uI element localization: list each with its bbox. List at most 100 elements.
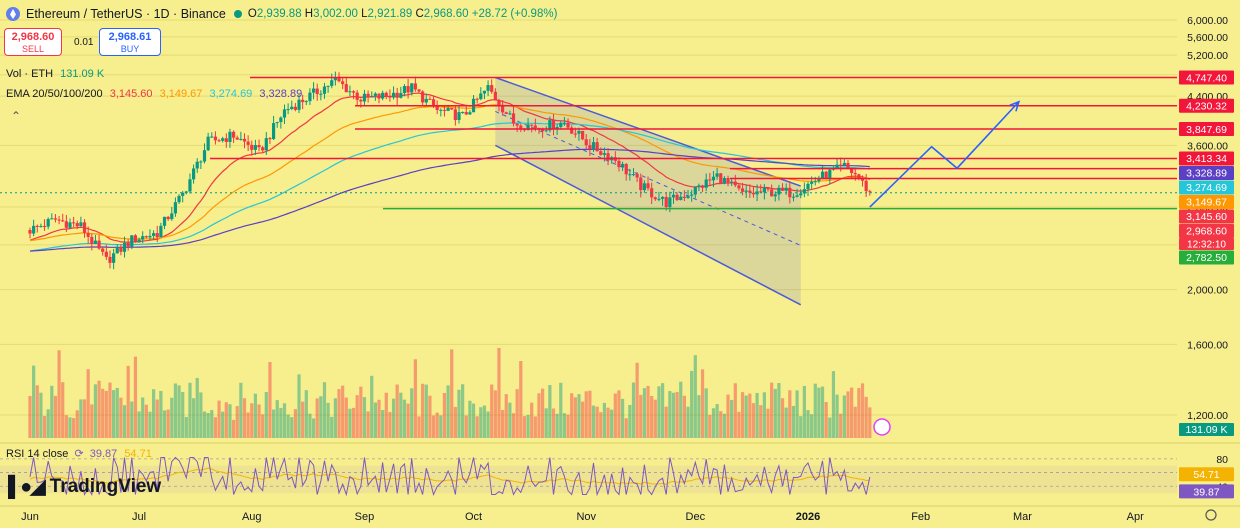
candle-body <box>708 179 712 181</box>
candle-body <box>330 80 334 86</box>
candle-body <box>213 136 218 141</box>
volume-bar <box>373 402 377 438</box>
candle-body <box>450 107 454 110</box>
ema-legend[interactable]: EMA 20/50/100/200 3,145.60 3,149.67 3,27… <box>6 88 303 100</box>
volume-badge-text: 131.09 K <box>1185 424 1227 436</box>
candle-body <box>580 130 585 140</box>
candle-body <box>442 109 447 111</box>
candle-body <box>210 136 214 138</box>
volume-bar <box>301 401 305 438</box>
candle-body <box>730 181 734 183</box>
candle-body <box>268 138 272 140</box>
volume-bar <box>304 390 308 438</box>
volume-bar <box>119 397 123 438</box>
candle-body <box>559 122 563 128</box>
volume-bar <box>170 397 174 438</box>
price-tick-label: 2,000.00 <box>1187 285 1228 297</box>
candle-body <box>439 109 443 111</box>
rsi-ma-line <box>29 467 870 485</box>
volume-bar <box>799 416 803 438</box>
volume-bar <box>468 400 472 438</box>
price-label-text: 4,747.40 <box>1186 72 1227 84</box>
volume-bar <box>515 389 519 438</box>
candle-body <box>144 236 148 238</box>
volume-bar <box>242 398 247 438</box>
time-tick-label: Nov <box>576 511 596 523</box>
price-label-badge <box>1179 209 1234 224</box>
volume-bar <box>722 413 726 438</box>
volume-bar <box>595 406 599 438</box>
candle-body <box>242 138 247 142</box>
price-tick-label: 1,200.00 <box>1187 410 1228 422</box>
volume-bar <box>628 404 632 438</box>
buy-button[interactable]: 2,968.61 BUY <box>99 28 161 56</box>
candle-body <box>511 113 516 124</box>
candle-body <box>501 106 505 113</box>
volume-bar <box>333 398 337 438</box>
volume-bar <box>395 384 399 438</box>
candle-body <box>835 164 839 169</box>
candle-body <box>61 220 65 222</box>
candle-body <box>631 174 636 176</box>
tradingview-logo[interactable]: ▌●◢ TradingView <box>8 474 161 499</box>
volume-bar <box>428 395 432 438</box>
volume-bar <box>639 394 643 438</box>
volume-bar <box>359 386 363 438</box>
rsi-pane <box>0 442 1240 497</box>
volume-bar <box>860 383 865 438</box>
candle-body <box>366 93 370 97</box>
candle-body <box>112 253 116 263</box>
candle-body <box>228 131 232 142</box>
symbol-title[interactable]: Ethereum / TetherUS · 1D · Binance <box>26 7 226 21</box>
volume-bar <box>53 395 58 438</box>
candle-body <box>733 181 737 186</box>
candle-body <box>297 99 301 110</box>
volume-bar <box>46 409 50 438</box>
price-label-text: 2,968.60 <box>1186 226 1227 238</box>
candle-body <box>675 194 679 201</box>
volume-bar <box>191 398 196 438</box>
time-axis[interactable]: Jun Jul Aug Sep Oct Nov Dec 2026 Feb Mar Apr <box>0 418 1240 523</box>
candle-body <box>566 122 570 128</box>
sell-button[interactable]: 2,968.60 SELL <box>4 28 62 56</box>
volume-legend[interactable]: Vol · ETH 131.09 K <box>6 68 105 80</box>
volume-bar <box>104 390 108 438</box>
candle-body <box>697 185 701 187</box>
candle-body <box>562 122 567 124</box>
volume-bar <box>86 369 90 438</box>
candle-body <box>57 219 61 221</box>
volume-bar <box>326 402 330 438</box>
candle-body <box>548 120 552 131</box>
volume-bar <box>486 411 490 438</box>
candle-body <box>599 151 603 155</box>
candle-body <box>573 133 577 135</box>
candle-body <box>479 93 483 100</box>
ema-ema100-line <box>29 122 870 252</box>
candle-body <box>402 86 407 94</box>
volume-bar <box>660 383 665 438</box>
price-axis[interactable]: 6,000.005,600.005,200.004,800.004,400.00… <box>1179 15 1234 499</box>
volume-bar <box>221 411 225 438</box>
price-tick-label: 3,600.00 <box>1187 140 1228 152</box>
collapse-legend-icon[interactable]: ⌃ <box>11 109 22 123</box>
candle-body <box>508 113 512 115</box>
candle-body <box>224 138 228 142</box>
volume-bar <box>108 382 112 438</box>
volume-bar <box>737 411 741 438</box>
candle-body <box>42 226 47 228</box>
volume-bar <box>250 403 254 438</box>
candle-body <box>541 128 545 132</box>
candle-body <box>424 98 428 103</box>
volume-badge <box>1179 423 1234 436</box>
volume-bar <box>370 375 374 438</box>
rsi-line <box>29 456 871 497</box>
candle-body <box>72 222 76 224</box>
rsi-legend[interactable]: RSI 14 close ⟳ 39.87 54.71 <box>6 448 152 460</box>
candle-body <box>570 127 574 134</box>
candle-body <box>737 185 741 189</box>
candle-body <box>322 86 327 94</box>
candle-body <box>93 240 98 244</box>
candle-body <box>820 171 825 180</box>
volume-bar <box>471 403 476 438</box>
